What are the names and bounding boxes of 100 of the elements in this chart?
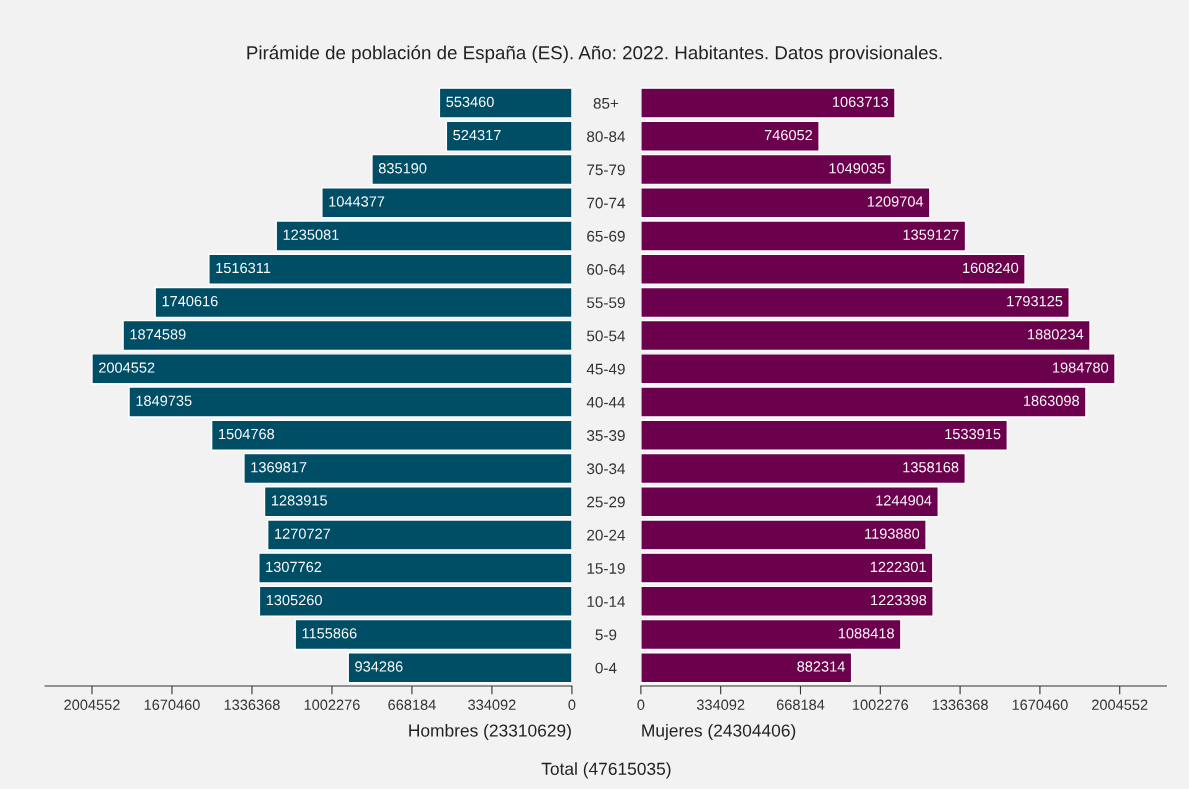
bar [445, 120, 572, 152]
bar [263, 486, 572, 518]
y-tick-label: 70-74 [587, 197, 626, 209]
data-label: 524317 [453, 129, 501, 141]
x-axis-title: Hombres (23310629) [409, 723, 571, 741]
x-tick-label: 0 [637, 699, 645, 710]
y-tick-label: 60-64 [587, 264, 626, 275]
bar [640, 452, 967, 485]
x-tick-label: 334092 [468, 699, 516, 710]
x-tick-label: 0 [568, 699, 576, 710]
data-label: 1283915 [271, 495, 327, 506]
x-tick-label: 1670460 [144, 699, 200, 710]
bar [210, 419, 572, 451]
data-label: 835190 [378, 163, 427, 174]
x-axis-title: Mujeres (24304406) [642, 723, 796, 741]
text: Total (47615035) [541, 762, 671, 779]
data-label: 1849735 [136, 395, 192, 406]
x-tick-label: 1670460 [1012, 699, 1068, 710]
data-label: 1874589 [130, 329, 186, 340]
chart-title: Pirámide de población de España (ES). Año: 2022. Habitantes. Datos provisionales. [247, 45, 942, 64]
y-tick-label: 50-54 [587, 330, 626, 342]
data-label: 1504768 [219, 428, 275, 440]
data-label: 1307762 [266, 561, 322, 573]
bar [640, 253, 1026, 285]
bar [640, 286, 1070, 319]
data-label: 1740616 [162, 295, 218, 307]
bar [640, 585, 934, 617]
x-tick-label: 1336368 [932, 699, 988, 710]
bar [640, 419, 1008, 451]
data-label: 1155866 [302, 628, 357, 639]
bar [91, 353, 572, 385]
y-tick-label: 85+ [593, 97, 619, 109]
data-label: 746052 [764, 129, 813, 141]
bar [640, 353, 1116, 385]
data-label: 1880234 [1028, 329, 1084, 340]
data-label: 1244904 [876, 495, 932, 506]
bar [640, 220, 967, 252]
y-tick-label: 5-9 [595, 629, 617, 641]
data-label: 1063713 [833, 96, 889, 107]
x-tick-label: 2004552 [64, 699, 120, 710]
bar [154, 286, 572, 319]
x-tick-label: 1336368 [224, 699, 280, 710]
data-label: 1235081 [283, 229, 339, 240]
bar [640, 319, 1091, 352]
y-tick-label: 10-14 [587, 596, 626, 608]
bar [640, 652, 853, 684]
data-label: 1793125 [1007, 295, 1063, 307]
y-tick-label: 20-24 [587, 529, 626, 541]
data-label: 1222301 [870, 561, 926, 573]
bar [321, 187, 572, 219]
data-label: 934286 [355, 661, 403, 672]
data-label: 1193880 [865, 528, 920, 539]
y-tick-label: 35-39 [586, 430, 625, 441]
x-tick-label: 1002276 [853, 699, 909, 710]
data-label: 1358168 [903, 462, 959, 473]
data-label: 1088418 [838, 628, 894, 639]
data-label: 553460 [446, 96, 494, 107]
data-label: 1044377 [329, 196, 385, 207]
bar [640, 87, 896, 119]
x-tick-label: 668184 [776, 699, 825, 710]
data-label: 1359127 [903, 229, 959, 240]
bar [640, 386, 1087, 418]
y-tick-label: 75-79 [587, 164, 625, 176]
data-label: 1049035 [829, 163, 885, 174]
data-label: 1270727 [275, 528, 331, 539]
data-label: 1369817 [251, 462, 307, 473]
bar [640, 618, 902, 651]
bar [128, 386, 572, 418]
y-tick-label: 40-44 [586, 396, 626, 408]
bar [275, 220, 572, 252]
bar [640, 153, 893, 186]
data-label: 1608240 [963, 262, 1019, 274]
bar [243, 452, 572, 485]
data-label: 1305260 [266, 594, 322, 606]
data-label: 1533915 [945, 428, 1001, 440]
data-label: 1223398 [871, 594, 927, 606]
data-label: 1209704 [867, 196, 924, 207]
data-label: 1516311 [216, 262, 271, 274]
bar [208, 253, 572, 285]
data-label: 1863098 [1023, 395, 1079, 406]
y-tick-label: 25-29 [587, 496, 625, 508]
y-tick-label: 15-19 [587, 562, 625, 574]
data-label: 2004552 [99, 362, 155, 373]
y-tick-label: 45-49 [586, 363, 625, 375]
x-tick-label: 334092 [696, 699, 745, 710]
x-tick-label: 2004552 [1092, 699, 1148, 710]
bar [640, 187, 931, 219]
bar [640, 486, 939, 518]
y-tick-label: 30-34 [586, 463, 626, 475]
bar [347, 652, 572, 684]
y-tick-label: 0-4 [595, 662, 617, 674]
y-tick-label: 55-59 [587, 297, 625, 309]
bar [371, 153, 572, 186]
x-tick-label: 668184 [388, 699, 436, 710]
bar [258, 585, 572, 617]
x-tick-label: 1002276 [304, 699, 360, 710]
data-label: 882314 [797, 661, 845, 672]
bar [438, 87, 572, 119]
bar [294, 618, 572, 651]
y-tick-label: 65-69 [587, 230, 625, 242]
